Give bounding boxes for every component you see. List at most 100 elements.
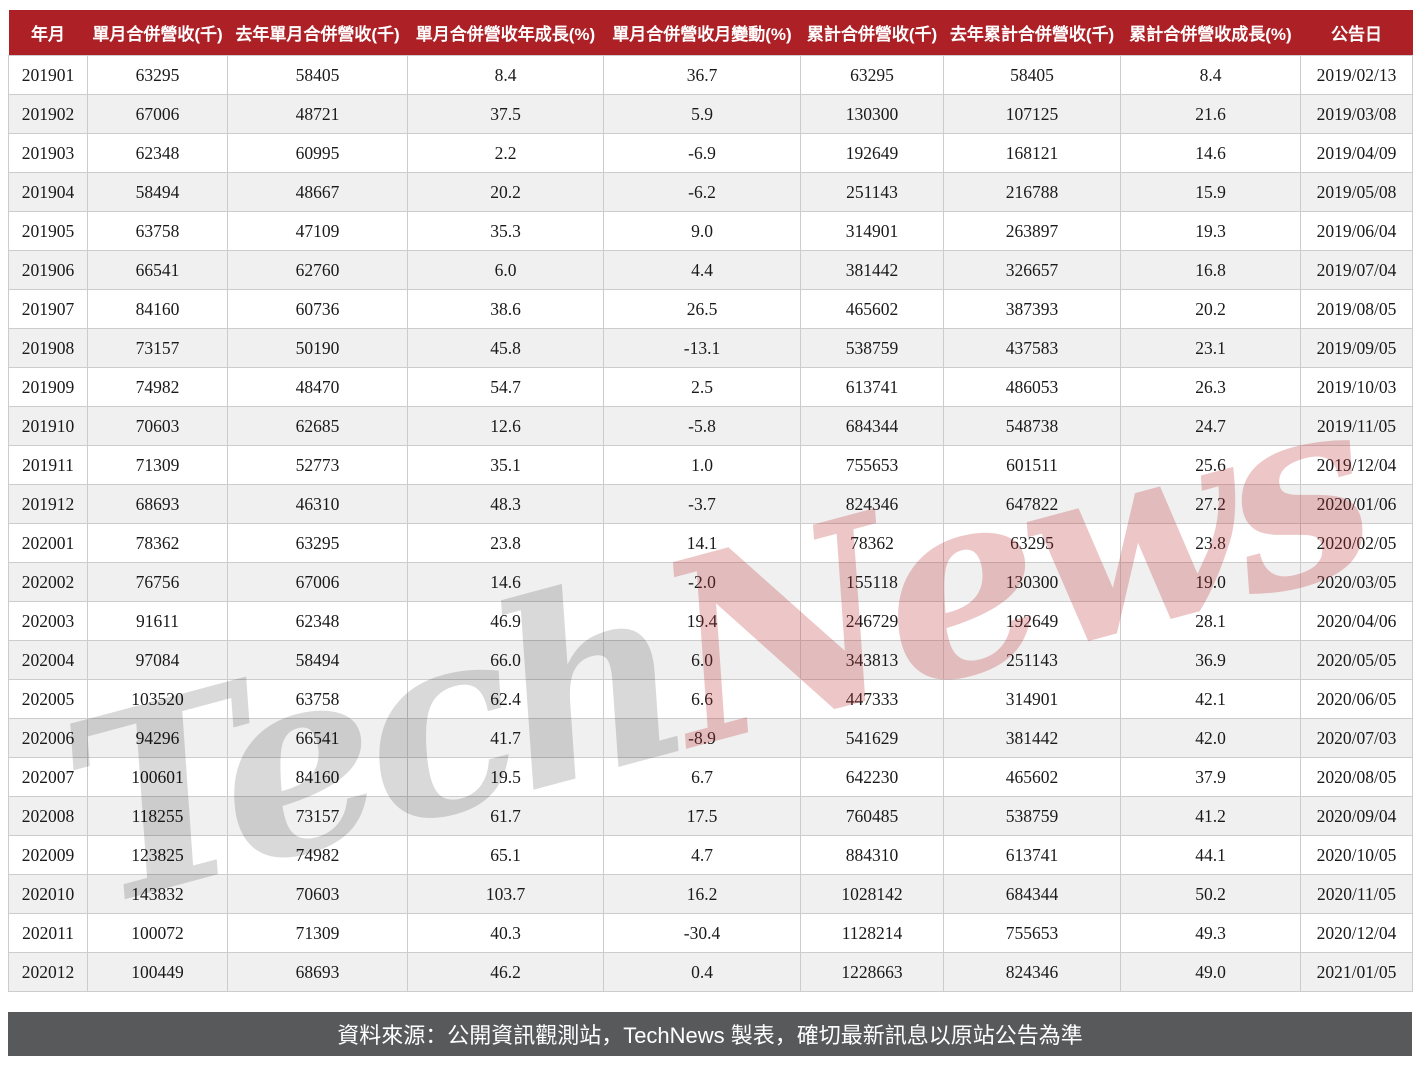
table-cell: 12.6	[407, 406, 604, 446]
table-cell: 2.5	[603, 367, 801, 407]
table-cell: -5.8	[603, 406, 801, 446]
table-cell: 1128214	[800, 913, 944, 953]
table-cell: 58405	[227, 55, 408, 95]
table-cell: 437583	[943, 328, 1121, 368]
table-cell: 2020/11/05	[1300, 874, 1413, 914]
table-cell: 613741	[800, 367, 944, 407]
table-cell: 6.0	[603, 640, 801, 680]
table-cell: 201902	[8, 94, 88, 134]
table-cell: 46310	[227, 484, 408, 524]
table-cell: 201908	[8, 328, 88, 368]
table-cell: 66.0	[407, 640, 604, 680]
table-cell: 2020/08/05	[1300, 757, 1413, 797]
table-cell: 48.3	[407, 484, 604, 524]
table-cell: 246729	[800, 601, 944, 641]
table-cell: 8.4	[1120, 55, 1301, 95]
table-row: 201907 84160 60736 38.6 26.5 465602 387393 20.2…	[8, 289, 1413, 329]
table-cell: 70603	[227, 874, 408, 914]
table-cell: 19.0	[1120, 562, 1301, 602]
table-row: 202002 76756 67006 14.6 -2.0 155118 130300 19.0…	[8, 562, 1413, 602]
table-cell: 0.4	[603, 952, 801, 992]
table-cell: 62348	[87, 133, 228, 173]
table-cell: 1228663	[800, 952, 944, 992]
source-footer: 資料來源：公開資訊觀測站，TechNews 製表，確切最新訊息以原站公告為準	[8, 1012, 1412, 1056]
table-cell: 2019/07/04	[1300, 250, 1413, 290]
table-cell: 26.5	[603, 289, 801, 329]
table-cell: 94296	[87, 718, 228, 758]
table-cell: 202007	[8, 757, 88, 797]
table-cell: 23.1	[1120, 328, 1301, 368]
table-cell: 71309	[87, 445, 228, 485]
table-cell: 62348	[227, 601, 408, 641]
table-cell: 26.3	[1120, 367, 1301, 407]
table-cell: 48470	[227, 367, 408, 407]
table-cell: 28.1	[1120, 601, 1301, 641]
table-cell: 486053	[943, 367, 1121, 407]
table-cell: 50.2	[1120, 874, 1301, 914]
table-cell: 14.6	[1120, 133, 1301, 173]
table-cell: 37.9	[1120, 757, 1301, 797]
table-cell: 201905	[8, 211, 88, 251]
table-cell: 548738	[943, 406, 1121, 446]
table-cell: 20.2	[407, 172, 604, 212]
column-header: 累計合併營收(千)	[800, 10, 944, 56]
table-cell: 63295	[227, 523, 408, 563]
table-cell: 71309	[227, 913, 408, 953]
table-cell: 78362	[87, 523, 228, 563]
table-cell: 8.4	[407, 55, 604, 95]
table-cell: 202003	[8, 601, 88, 641]
table-cell: 2020/12/04	[1300, 913, 1413, 953]
table-row: 202004 97084 58494 66.0 6.0 343813 251143 36.9 2…	[8, 640, 1413, 680]
table-cell: 2019/08/05	[1300, 289, 1413, 329]
table-cell: 49.3	[1120, 913, 1301, 953]
table-cell: 447333	[800, 679, 944, 719]
table-row: 201902 67006 48721 37.5 5.9 130300 107125 21.6 2…	[8, 94, 1413, 134]
table-cell: 41.7	[407, 718, 604, 758]
table-cell: 755653	[800, 445, 944, 485]
table-row: 201908 73157 50190 45.8 -13.1 538759 437583 23.…	[8, 328, 1413, 368]
table-row: 202006 94296 66541 41.7 -8.9 541629 381442 42.0…	[8, 718, 1413, 758]
table-cell: 2019/05/08	[1300, 172, 1413, 212]
table-cell: 1028142	[800, 874, 944, 914]
table-cell: 63295	[943, 523, 1121, 563]
table-cell: 103520	[87, 679, 228, 719]
table-row: 202012 100449 68693 46.2 0.4 1228663 824346 49.…	[8, 952, 1413, 992]
table-cell: 263897	[943, 211, 1121, 251]
table-cell: 613741	[943, 835, 1121, 875]
table-cell: 192649	[800, 133, 944, 173]
table-cell: 4.4	[603, 250, 801, 290]
table-cell: 314901	[943, 679, 1121, 719]
table-cell: 824346	[943, 952, 1121, 992]
table-cell: 202012	[8, 952, 88, 992]
table-cell: 5.9	[603, 94, 801, 134]
table-cell: 2020/10/05	[1300, 835, 1413, 875]
table-cell: 465602	[800, 289, 944, 329]
table-cell: 6.0	[407, 250, 604, 290]
table-cell: 2019/11/05	[1300, 406, 1413, 446]
table-cell: 2021/01/05	[1300, 952, 1413, 992]
table-cell: -8.9	[603, 718, 801, 758]
table-cell: 19.4	[603, 601, 801, 641]
table-cell: 760485	[800, 796, 944, 836]
table-cell: 21.6	[1120, 94, 1301, 134]
table-cell: 60736	[227, 289, 408, 329]
table-cell: 70603	[87, 406, 228, 446]
table-row: 202007 100601 84160 19.5 6.7 642230 465602 37.9…	[8, 757, 1413, 797]
table-cell: 1.0	[603, 445, 801, 485]
table-cell: 63758	[227, 679, 408, 719]
table-cell: 2019/12/04	[1300, 445, 1413, 485]
table-cell: 343813	[800, 640, 944, 680]
table-cell: 2020/07/03	[1300, 718, 1413, 758]
table-cell: 201911	[8, 445, 88, 485]
table-cell: 84160	[227, 757, 408, 797]
table-cell: 58494	[227, 640, 408, 680]
table-cell: 63295	[800, 55, 944, 95]
table-cell: 201912	[8, 484, 88, 524]
table-cell: 202002	[8, 562, 88, 602]
column-header: 去年累計合併營收(千)	[943, 10, 1121, 56]
column-header: 累計合併營收成長(%)	[1120, 10, 1301, 56]
table-cell: 46.9	[407, 601, 604, 641]
table-row: 202005 103520 63758 62.4 6.6 447333 314901 42.1…	[8, 679, 1413, 719]
table-cell: 67006	[87, 94, 228, 134]
